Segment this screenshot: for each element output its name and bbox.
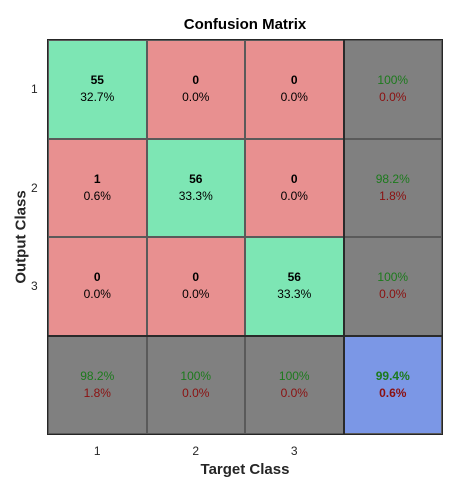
- row-summary-cell: 100% 0.0%: [343, 40, 442, 139]
- matrix-cell: 0 0.0%: [245, 40, 344, 139]
- matrix-cell: 0 0.0%: [245, 138, 344, 237]
- cell-count: 56: [287, 270, 301, 285]
- cell-percent: 0.0%: [182, 287, 210, 302]
- cell-count: 1: [93, 171, 101, 186]
- cell-count: 0: [93, 270, 101, 285]
- cell-percent: 0.0%: [83, 287, 111, 302]
- column-summary-cell: 100% 0.0%: [146, 335, 245, 434]
- cell-count: 0: [192, 73, 200, 88]
- matrix-cell: 0 0.0%: [146, 237, 245, 336]
- column-error: 0.0%: [280, 385, 308, 400]
- cell-percent: 32.7%: [80, 90, 115, 105]
- column-summary-cell: 100% 0.0%: [245, 335, 344, 434]
- matrix-cell: 56 33.3%: [146, 138, 245, 237]
- column-accuracy: 100%: [180, 368, 212, 383]
- cell-percent: 0.0%: [182, 90, 210, 105]
- column-error: 1.8%: [83, 385, 111, 400]
- cell-percent: 0.0%: [280, 188, 308, 203]
- matrix-cell: 56 33.3%: [245, 237, 344, 336]
- x-tick-label: 1: [93, 444, 101, 458]
- row-error: 0.0%: [379, 287, 407, 302]
- y-tick-label: 3: [31, 279, 38, 294]
- chart-title: Confusion Matrix: [183, 16, 307, 33]
- matrix-grid: 55 32.7% 0 0.0% 0 0.0% 100% 0.0% 1 0.6% 56 33.3% 0 0.…: [48, 40, 442, 434]
- x-tick-label: 2: [192, 444, 200, 458]
- cell-count: 0: [192, 270, 200, 285]
- x-axis-label: Target Class: [200, 461, 290, 478]
- row-accuracy: 100%: [377, 73, 409, 88]
- column-error: 0.0%: [182, 385, 210, 400]
- cell-count: 55: [90, 73, 104, 88]
- y-axis-label: Output Class: [12, 190, 30, 284]
- cell-percent: 33.3%: [277, 287, 312, 302]
- y-tick-label: 1: [31, 82, 38, 97]
- cell-count: 56: [189, 171, 203, 186]
- column-summary-cell: 98.2% 1.8%: [48, 335, 147, 434]
- summary-separator-vertical: [342, 40, 345, 434]
- column-accuracy: 98.2%: [80, 368, 115, 383]
- cell-count: 0: [290, 171, 298, 186]
- row-summary-cell: 98.2% 1.8%: [343, 138, 442, 237]
- cell-percent: 0.0%: [280, 90, 308, 105]
- row-error: 1.8%: [379, 188, 407, 203]
- y-tick-label: 2: [31, 180, 38, 195]
- summary-separator-horizontal: [48, 334, 442, 337]
- row-accuracy: 98.2%: [375, 171, 410, 186]
- overall-accuracy: 99.4%: [375, 368, 410, 383]
- row-accuracy: 100%: [377, 270, 409, 285]
- overall-error: 0.6%: [379, 385, 407, 400]
- row-summary-cell: 100% 0.0%: [343, 237, 442, 336]
- matrix-cell: 1 0.6%: [48, 138, 147, 237]
- matrix-cell: 0 0.0%: [146, 40, 245, 139]
- matrix-cell: 0 0.0%: [48, 237, 147, 336]
- cell-count: 0: [290, 73, 298, 88]
- matrix-cell: 55 32.7%: [48, 40, 147, 139]
- x-tick-label: 3: [290, 444, 298, 458]
- cell-percent: 33.3%: [178, 188, 213, 203]
- overall-accuracy-cell: 99.4% 0.6%: [343, 335, 442, 434]
- row-error: 0.0%: [379, 90, 407, 105]
- cell-percent: 0.6%: [83, 188, 111, 203]
- column-accuracy: 100%: [278, 368, 310, 383]
